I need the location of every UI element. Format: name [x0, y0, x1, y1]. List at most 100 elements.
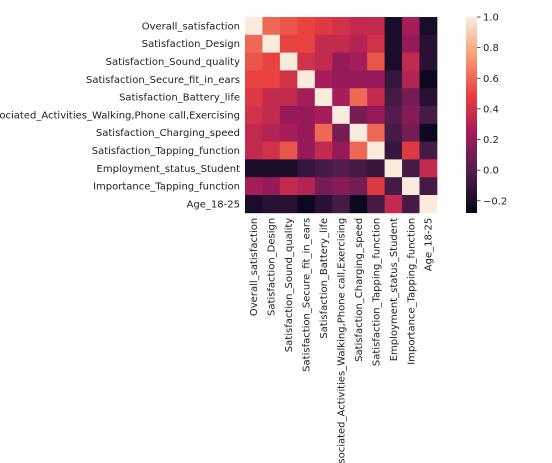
column-tick-label: Overall_satisfaction	[249, 218, 260, 316]
heatmap-cell	[245, 34, 263, 53]
heatmap-cell	[297, 141, 316, 160]
heatmap-cell	[332, 106, 351, 125]
heatmap-cell	[402, 34, 420, 53]
heatmap-cell	[419, 141, 438, 160]
heatmap-cell	[297, 177, 316, 196]
heatmap-cell	[314, 70, 333, 89]
row-tick-label: Associated_Activities_Walking,Phone call…	[0, 110, 240, 121]
heatmap-cell	[314, 177, 333, 196]
heatmap-cell	[279, 159, 298, 178]
heatmap-cell	[349, 34, 368, 53]
colorbar-tick-label: 0.4	[483, 104, 499, 115]
heatmap-cell	[245, 52, 263, 71]
column-tick-label: Satisfaction_Charging_speed	[354, 218, 365, 362]
heatmap-cell	[367, 159, 385, 178]
heatmap-cell	[262, 195, 281, 214]
heatmap-cell	[314, 159, 333, 178]
heatmap-cell	[349, 70, 368, 89]
heatmap-cell	[297, 159, 316, 178]
row-tick-label: Satisfaction_Sound_quality	[106, 57, 240, 68]
column-tick-label: Satisfaction_Tapping_function	[371, 218, 382, 366]
heatmap-cell	[419, 17, 438, 36]
heatmap-cell	[314, 52, 333, 71]
heatmap-cell	[245, 17, 263, 36]
heatmap-cells	[245, 17, 438, 214]
heatmap-cell	[279, 70, 298, 89]
heatmap-cell	[384, 123, 403, 142]
heatmap-cell	[279, 195, 298, 214]
row-tick-label: Employment_status_Student	[97, 164, 241, 175]
heatmap-cell	[279, 34, 298, 53]
heatmap-cell	[402, 52, 420, 71]
heatmap-cell	[262, 34, 281, 53]
row-tick-label: Satisfaction_Design	[142, 39, 240, 50]
heatmap-cell	[314, 141, 333, 160]
row-tick-label: Satisfaction_Battery_life	[119, 93, 240, 104]
heatmap-cell	[419, 70, 438, 89]
heatmap-cell	[384, 159, 403, 178]
heatmap-cell	[349, 88, 368, 107]
heatmap-cell	[332, 88, 351, 107]
heatmap-cell	[349, 52, 368, 71]
heatmap-cell	[349, 195, 368, 214]
row-tick-label: Importance_Tapping_function	[93, 182, 240, 193]
row-tick-labels: Overall_satisfaction Satisfaction_Design S…	[0, 21, 240, 210]
heatmap-cell	[262, 123, 281, 142]
heatmap-cell	[314, 106, 333, 125]
heatmap-cell	[402, 159, 420, 178]
column-tick-label: Satisfaction_Sound_quality	[284, 218, 295, 352]
heatmap-cell	[384, 195, 403, 214]
heatmap-cell	[367, 106, 385, 125]
heatmap-cell	[262, 177, 281, 196]
heatmap-cell	[332, 52, 351, 71]
heatmap-cell	[349, 17, 368, 36]
heatmap-cell	[332, 195, 351, 214]
heatmap-cell	[245, 88, 263, 107]
heatmap-cell	[402, 106, 420, 125]
heatmap-cell	[367, 177, 385, 196]
colorbar-tick-label: −0.2	[483, 196, 507, 207]
heatmap-cell	[367, 34, 385, 53]
heatmap-cell	[245, 195, 263, 214]
heatmap-cell	[262, 17, 281, 36]
heatmap-cell	[419, 123, 438, 142]
heatmap-cell	[297, 17, 316, 36]
heatmap-cell	[297, 123, 316, 142]
heatmap-cell	[314, 17, 333, 36]
heatmap-cell	[402, 123, 420, 142]
heatmap-cell	[297, 70, 316, 89]
column-tick-labels: Overall_satisfaction Satisfaction_Design S…	[249, 218, 435, 463]
heatmap-cell	[367, 141, 385, 160]
heatmap-cell	[245, 123, 263, 142]
heatmap-cell	[297, 195, 316, 214]
heatmap-cell	[332, 34, 351, 53]
heatmap-cell	[419, 88, 438, 107]
heatmap-cell	[367, 88, 385, 107]
heatmap-cell	[279, 88, 298, 107]
heatmap-cell	[332, 159, 351, 178]
colorbar-tick-label: 1.0	[483, 13, 499, 24]
heatmap-cell	[279, 106, 298, 125]
heatmap-cell	[262, 70, 281, 89]
heatmap-cell	[262, 141, 281, 160]
heatmap-cell	[332, 123, 351, 142]
heatmap-cell	[297, 106, 316, 125]
heatmap-cell	[245, 70, 263, 89]
heatmap-cell	[419, 106, 438, 125]
heatmap-cell	[279, 17, 298, 36]
heatmap-cell	[419, 177, 438, 196]
heatmap-cell	[262, 88, 281, 107]
heatmap-cell	[367, 17, 385, 36]
heatmap-cell	[332, 70, 351, 89]
heatmap-cell	[262, 52, 281, 71]
column-tick-label: Associated_Activities_Walking,Phone call…	[336, 218, 347, 463]
heatmap-cell	[402, 141, 420, 160]
heatmap-cell	[384, 70, 403, 89]
heatmap-cell	[402, 195, 420, 214]
heatmap-cell	[332, 177, 351, 196]
heatmap-cell	[384, 88, 403, 107]
column-tick-label: Satisfaction_Design	[267, 218, 278, 316]
column-tick-label: Employment_status_Student	[389, 218, 400, 362]
colorbar-gradient	[466, 17, 477, 213]
heatmap-cell	[402, 177, 420, 196]
